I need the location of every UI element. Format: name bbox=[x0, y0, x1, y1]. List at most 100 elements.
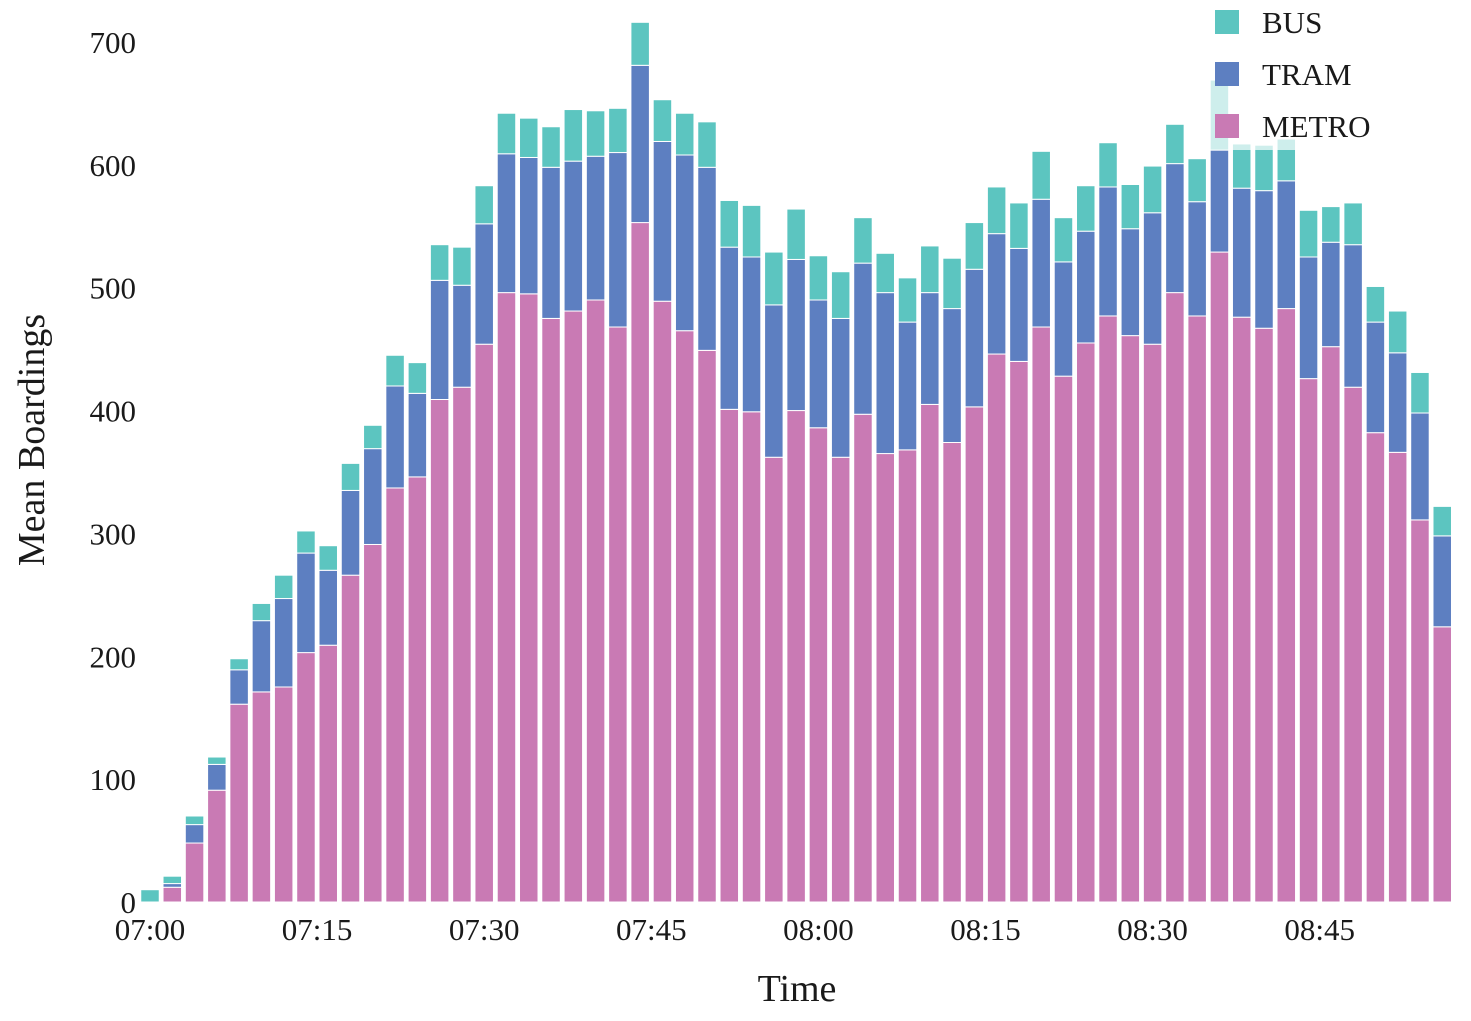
bar-tram-16 bbox=[496, 153, 517, 294]
bar-bus-6 bbox=[273, 574, 294, 600]
bar-metro-1 bbox=[162, 886, 183, 903]
bar-bus-15 bbox=[474, 185, 494, 225]
bar-bus-5 bbox=[251, 602, 272, 622]
bar-bus-16 bbox=[496, 112, 517, 155]
bar-metro-57 bbox=[1410, 519, 1430, 903]
bar-bus-12 bbox=[407, 362, 428, 394]
bar-metro-34 bbox=[897, 449, 918, 903]
bar-bus-32 bbox=[853, 217, 873, 264]
bar-tram-50 bbox=[1254, 190, 1274, 329]
bar-metro-42 bbox=[1076, 342, 1096, 903]
bar-tram-17 bbox=[519, 156, 539, 295]
bar-bus-17 bbox=[519, 117, 539, 158]
bar-tram-20 bbox=[585, 155, 606, 301]
bar-tram-11 bbox=[385, 385, 405, 489]
bar-tram-6 bbox=[273, 598, 294, 688]
bar-metro-10 bbox=[363, 543, 383, 903]
bar-tram-2 bbox=[184, 824, 205, 844]
bar-bus-11 bbox=[385, 354, 405, 387]
bar-bus-57 bbox=[1410, 371, 1430, 414]
bar-metro-6 bbox=[273, 686, 294, 903]
x-tick-label: 07:15 bbox=[282, 912, 353, 947]
bar-metro-7 bbox=[296, 652, 316, 903]
bar-bus-22 bbox=[630, 21, 650, 66]
bar-tram-14 bbox=[452, 284, 472, 388]
bar-metro-25 bbox=[697, 349, 717, 903]
bar-metro-3 bbox=[207, 789, 227, 903]
bar-tram-42 bbox=[1076, 230, 1096, 344]
bar-tram-27 bbox=[741, 256, 762, 413]
bar-bus-8 bbox=[318, 545, 338, 571]
bar-tram-47 bbox=[1187, 201, 1207, 317]
bar-bus-39 bbox=[1009, 202, 1029, 249]
x-tick-label: 07:00 bbox=[115, 912, 186, 947]
y-tick-label: 400 bbox=[90, 394, 137, 429]
y-axis-ticks: 0 100 200 300 400 500 600 700 bbox=[90, 25, 137, 920]
bar-metro-41 bbox=[1053, 375, 1074, 903]
bar-tram-57 bbox=[1410, 412, 1430, 521]
bar-tram-36 bbox=[942, 308, 962, 444]
bar-bus-35 bbox=[920, 245, 940, 294]
bar-metro-31 bbox=[830, 456, 851, 903]
y-tick-label: 600 bbox=[90, 148, 137, 183]
bar-metro-38 bbox=[986, 353, 1007, 903]
bar-bus-20 bbox=[585, 110, 606, 157]
x-axis-ticks: 07:00 07:15 07:30 07:45 08:00 08:15 08:30 08:45 bbox=[115, 912, 1355, 947]
bar-tram-32 bbox=[853, 262, 873, 415]
bar-tram-40 bbox=[1031, 198, 1051, 328]
x-tick-label: 08:00 bbox=[783, 912, 854, 947]
bar-tram-3 bbox=[207, 763, 227, 791]
bar-bus-52 bbox=[1298, 209, 1319, 258]
bar-bus-38 bbox=[986, 186, 1007, 235]
bar-tram-43 bbox=[1098, 186, 1118, 317]
bar-metro-19 bbox=[563, 310, 584, 903]
legend-swatch-metro bbox=[1215, 114, 1239, 138]
bar-metro-4 bbox=[229, 703, 249, 903]
bar-bus-13 bbox=[429, 244, 450, 281]
x-tick-label: 08:15 bbox=[950, 912, 1021, 947]
bar-metro-28 bbox=[764, 456, 784, 903]
bar-bus-18 bbox=[541, 126, 561, 168]
bar-bus-46 bbox=[1165, 123, 1185, 165]
bar-tram-46 bbox=[1165, 163, 1185, 294]
x-tick-label: 07:45 bbox=[616, 912, 687, 947]
bar-metro-46 bbox=[1165, 292, 1185, 903]
bar-tram-7 bbox=[296, 552, 316, 654]
bar-metro-48 bbox=[1209, 251, 1230, 903]
bar-tram-52 bbox=[1298, 256, 1319, 380]
bar-tram-13 bbox=[429, 279, 450, 400]
bar-metro-16 bbox=[496, 292, 517, 903]
bar-bus-14 bbox=[452, 246, 472, 286]
bar-tram-5 bbox=[251, 620, 272, 693]
bar-tram-4 bbox=[229, 669, 249, 705]
bar-bus-26 bbox=[719, 199, 740, 248]
bar-tram-18 bbox=[541, 166, 561, 319]
bar-metro-21 bbox=[608, 326, 628, 903]
y-tick-label: 0 bbox=[121, 885, 137, 920]
bar-metro-55 bbox=[1365, 432, 1386, 903]
bar-metro-27 bbox=[741, 411, 762, 903]
bar-metro-51 bbox=[1276, 308, 1297, 903]
bar-bus-9 bbox=[340, 462, 361, 491]
bar-bus-53 bbox=[1321, 206, 1341, 243]
bar-metro-9 bbox=[340, 574, 361, 903]
bar-bus-50 bbox=[1254, 144, 1274, 192]
bar-bus-28 bbox=[764, 251, 784, 306]
bar-tram-10 bbox=[363, 448, 383, 545]
bar-tram-12 bbox=[407, 392, 428, 478]
bar-metro-29 bbox=[786, 410, 806, 903]
bar-bus-49 bbox=[1231, 143, 1252, 189]
bar-metro-53 bbox=[1321, 346, 1341, 903]
bar-metro-58 bbox=[1432, 626, 1452, 903]
bar-tram-48 bbox=[1209, 149, 1230, 253]
bar-tram-44 bbox=[1120, 228, 1141, 337]
legend-label-tram: TRAM bbox=[1262, 57, 1352, 92]
y-tick-label: 100 bbox=[90, 762, 137, 797]
bar-metro-43 bbox=[1098, 315, 1118, 903]
bar-tram-58 bbox=[1432, 535, 1452, 628]
legend: BUS TRAM METRO bbox=[1200, 0, 1400, 150]
bar-bus-40 bbox=[1031, 150, 1051, 200]
bar-tram-49 bbox=[1231, 187, 1252, 318]
bar-metro-47 bbox=[1187, 315, 1207, 903]
